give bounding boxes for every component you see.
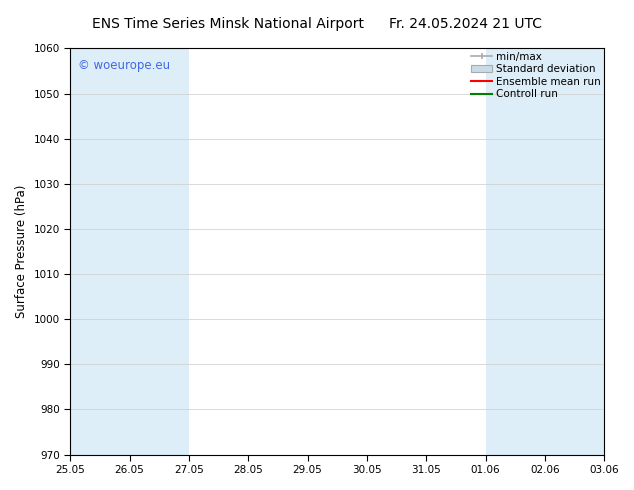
Bar: [545, 49, 634, 455]
Title: ENS Time Series Minsk National Airport      Fr. 24.05.2024 21 UTC: ENS Time Series Minsk National Airport F…: [0, 489, 1, 490]
Text: Fr. 24.05.2024 21 UTC: Fr. 24.05.2024 21 UTC: [389, 17, 543, 31]
Text: © woeurope.eu: © woeurope.eu: [78, 58, 171, 72]
Bar: [486, 49, 545, 455]
Legend: min/max, Standard deviation, Ensemble mean run, Controll run: min/max, Standard deviation, Ensemble me…: [471, 51, 601, 99]
Y-axis label: Surface Pressure (hPa): Surface Pressure (hPa): [15, 185, 28, 318]
Text: ENS Time Series Minsk National Airport: ENS Time Series Minsk National Airport: [92, 17, 365, 31]
Bar: [70, 49, 189, 455]
